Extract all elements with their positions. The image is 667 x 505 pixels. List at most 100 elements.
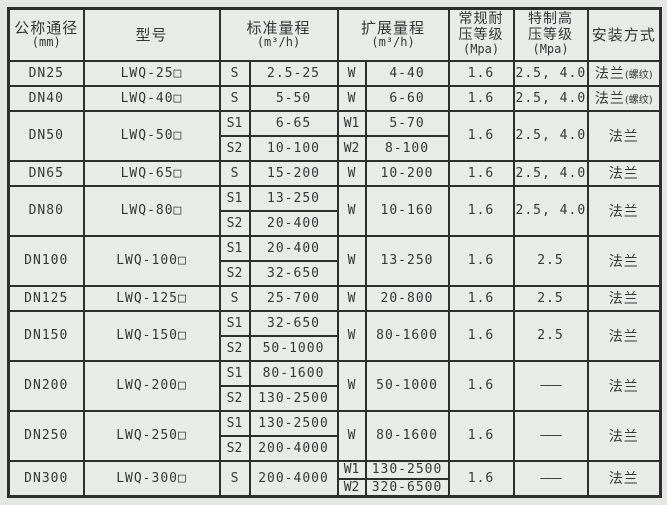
normal-pressure-cell: 1.6 xyxy=(447,409,515,462)
std-range-cell: 32-650 xyxy=(248,309,339,337)
install-cell: 法兰 xyxy=(586,234,662,287)
high-pressure-cell: 2.5 xyxy=(512,234,589,287)
std-range-cell: 200-4000 xyxy=(248,434,339,462)
std-label-cell: S2 xyxy=(218,259,251,287)
header-high-pressure: 特制高 压等级 (Mpa) xyxy=(512,7,589,62)
ext-label-cell: W xyxy=(336,184,367,237)
model-cell: LWQ-50□ xyxy=(82,109,221,162)
header-standard-range: 标准量程 (m³/h) xyxy=(218,7,339,62)
std-range-cell: 200-4000 xyxy=(248,459,339,498)
std-label-cell: S2 xyxy=(218,334,251,362)
model-cell: LWQ-100□ xyxy=(82,234,221,287)
ext-label-cell: W xyxy=(336,309,367,362)
diameter-cell: DN40 xyxy=(7,84,85,112)
diameter-cell: DN250 xyxy=(7,409,85,462)
std-label-cell: S xyxy=(218,59,251,87)
model-cell: LWQ-80□ xyxy=(82,184,221,237)
ext-range-cell: 8-100 xyxy=(364,134,450,162)
install-cell: 法兰 xyxy=(586,159,662,187)
ext-range-cell: 5-70 xyxy=(364,109,450,137)
std-label-cell: S2 xyxy=(218,384,251,412)
ext-label-cell: W xyxy=(336,284,367,312)
diameter-cell: DN65 xyxy=(7,159,85,187)
header-standard-range-unit: (m³/h) xyxy=(256,35,301,50)
table-row: DN100 LWQ-100□ S1 20-400 W 13-250 1.6 2.… xyxy=(7,234,662,287)
install-cell: 法兰 xyxy=(586,284,662,312)
diameter-cell: DN80 xyxy=(7,184,85,237)
ext-label-cell: W xyxy=(336,409,367,462)
install-cell: 法兰 xyxy=(586,309,662,362)
ext-range-cell: 320-6500 xyxy=(364,477,450,498)
std-range-cell: 13-250 xyxy=(248,184,339,212)
normal-pressure-cell: 1.6 xyxy=(447,309,515,362)
table-row: DN300 LWQ-300□ S 200-4000 W1 130-2500 1.… xyxy=(7,459,662,498)
header-extended-range-label: 扩展量程 xyxy=(361,18,426,37)
header-diameter-label: 公称通径 xyxy=(14,18,79,37)
std-label-cell: S xyxy=(218,284,251,312)
std-label-cell: S1 xyxy=(218,309,251,337)
std-label-cell: S xyxy=(218,459,251,498)
table-subrow: S2 10-100 W2 8-100 xyxy=(9,134,661,162)
std-label-cell: S xyxy=(218,84,251,112)
model-cell: LWQ-40□ xyxy=(82,84,221,112)
ext-range-cell: 10-200 xyxy=(364,159,450,187)
model-cell: LWQ-65□ xyxy=(82,159,221,187)
std-label-cell: S1 xyxy=(218,234,251,262)
install-cell: 法兰 xyxy=(586,459,662,498)
table-row: DN40 LWQ-40□ S 5-50 W 6-60 1.6 2.5, 4.0 … xyxy=(7,84,662,112)
table-row: DN65 LWQ-65□ S 15-200 W 10-200 1.6 2.5, … xyxy=(7,159,662,187)
std-label-cell: S1 xyxy=(218,409,251,437)
std-range-cell: 25-700 xyxy=(248,284,339,312)
std-range-cell: 130-2500 xyxy=(248,384,339,412)
ext-range-cell: 50-1000 xyxy=(364,359,450,412)
normal-pressure-cell: 1.6 xyxy=(447,59,515,87)
table-row: DN80 LWQ-80□ S1 13-250 W 10-160 1.6 2.5,… xyxy=(7,184,662,237)
ext-range-cell: 10-160 xyxy=(364,184,450,237)
ext-label-cell: W2 xyxy=(336,134,367,162)
std-label-cell: S2 xyxy=(218,209,251,237)
normal-pressure-cell: 1.6 xyxy=(447,109,515,162)
ext-label-cell: W xyxy=(336,159,367,187)
table-row: DN50 LWQ-50□ S1 6-65 W1 5-70 1.6 2.5, 4.… xyxy=(7,109,662,162)
std-range-cell: 80-1600 xyxy=(248,359,339,387)
install-cell: 法兰 xyxy=(586,184,662,237)
diameter-cell: DN100 xyxy=(7,234,85,287)
header-standard-range-label: 标准量程 xyxy=(246,18,311,37)
std-label-cell: S2 xyxy=(218,134,251,162)
model-cell: LWQ-125□ xyxy=(82,284,221,312)
normal-pressure-cell: 1.6 xyxy=(447,284,515,312)
diameter-cell: DN300 xyxy=(7,459,85,498)
diameter-cell: DN150 xyxy=(7,309,85,362)
diameter-cell: DN25 xyxy=(7,59,85,87)
model-cell: LWQ-200□ xyxy=(82,359,221,412)
model-cell: LWQ-150□ xyxy=(82,309,221,362)
table-subrow: S2 130-2500 xyxy=(9,384,661,412)
table-subrow: S2 32-650 xyxy=(9,259,661,287)
header-extended-range: 扩展量程 (m³/h) xyxy=(336,7,450,62)
high-pressure-cell: 2.5, 4.0 xyxy=(512,159,589,187)
ext-label-cell: W xyxy=(336,234,367,287)
ext-range-cell: 80-1600 xyxy=(364,309,450,362)
model-cell: LWQ-25□ xyxy=(82,59,221,87)
header-extended-range-unit: (m³/h) xyxy=(371,35,415,50)
diameter-cell: DN50 xyxy=(7,109,85,162)
std-range-cell: 15-200 xyxy=(248,159,339,187)
table-row: DN150 LWQ-150□ S1 32-650 W 80-1600 1.6 2… xyxy=(7,309,662,362)
header-install: 安装方式 xyxy=(586,7,662,62)
high-pressure-cell: ——— xyxy=(512,359,589,412)
install-note: (螺纹) xyxy=(624,70,653,81)
high-pressure-cell: ——— xyxy=(512,409,589,462)
header-row: 公称通径 (mm) 型号 标准量程 (m³/h) 扩展量程 (m³/h) 常规耐… xyxy=(7,7,662,62)
std-range-cell: 5-50 xyxy=(248,84,339,112)
install-cell: 法兰(螺纹) xyxy=(586,84,662,112)
install-cell: 法兰 xyxy=(586,109,662,162)
std-label-cell: S1 xyxy=(218,359,251,387)
normal-pressure-cell: 1.6 xyxy=(447,234,515,287)
std-label-cell: S xyxy=(218,159,251,187)
model-cell: LWQ-250□ xyxy=(82,409,221,462)
table-subrow: W2 320-6500 xyxy=(9,477,661,498)
std-range-cell: 6-65 xyxy=(248,109,339,137)
flowmeter-spec-table: 公称通径 (mm) 型号 标准量程 (m³/h) 扩展量程 (m³/h) 常规耐… xyxy=(7,7,663,498)
header-normal-pressure: 常规耐 压等级 (Mpa) xyxy=(447,7,515,62)
